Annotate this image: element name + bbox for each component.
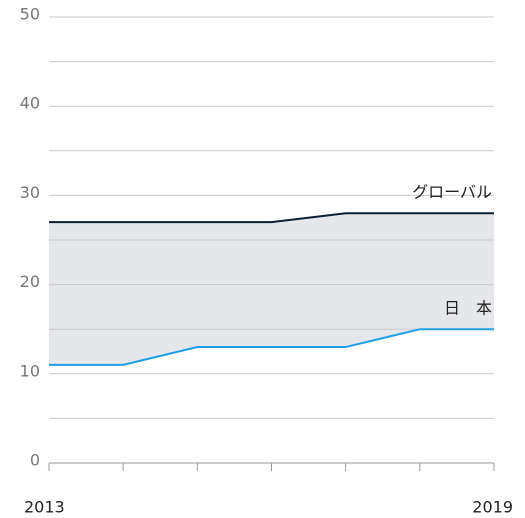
- y-tick-label: 20: [20, 272, 40, 291]
- y-tick-label: 40: [20, 94, 40, 113]
- series-label: 日 本: [444, 299, 492, 318]
- y-tick-label: 50: [20, 5, 40, 24]
- series-line: [49, 212, 494, 224]
- series-line: [49, 328, 494, 366]
- x-tick-label: 2013: [24, 498, 65, 517]
- series-label: グローバル: [412, 183, 492, 202]
- band-fill: [49, 213, 494, 365]
- y-tick-label: 0: [30, 451, 40, 470]
- y-tick-label: 10: [20, 361, 40, 380]
- y-tick-label: 30: [20, 183, 40, 202]
- x-tick-label: 2019: [472, 498, 513, 517]
